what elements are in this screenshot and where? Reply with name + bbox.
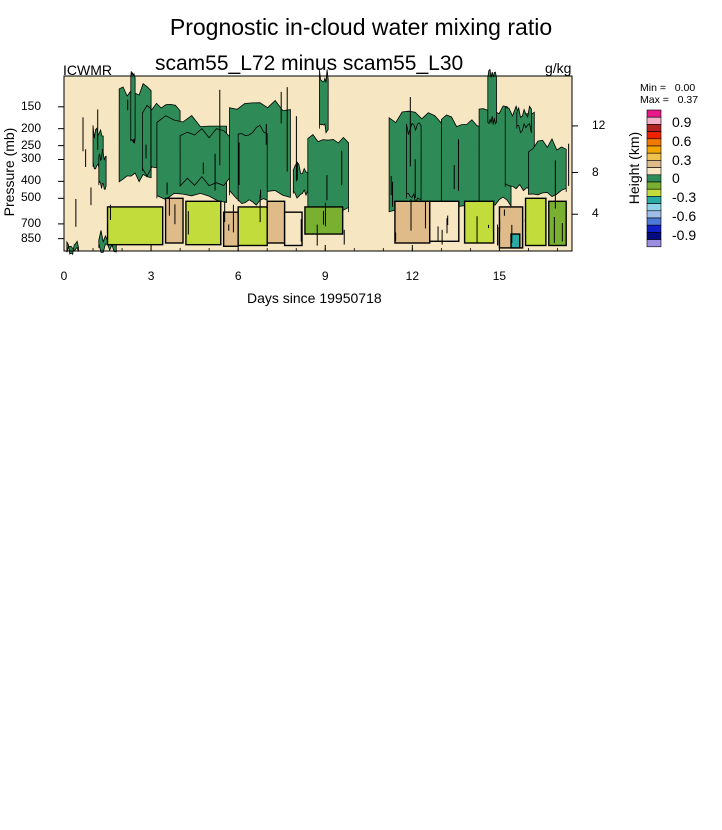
cloud-region — [528, 137, 567, 197]
colorbar-swatch — [646, 145, 662, 154]
lower-level-box — [185, 200, 222, 246]
colorbar-swatch — [646, 196, 662, 204]
cloud-region — [237, 124, 268, 206]
cloud-region — [406, 122, 422, 205]
colorbar-swatch — [646, 138, 662, 147]
colorbar-label: -0.6 — [672, 208, 697, 224]
x-tick-label: 0 — [60, 269, 68, 283]
plot-frame — [63, 75, 573, 252]
y-tick-label: 500 — [21, 190, 42, 205]
cloud-region — [487, 68, 497, 125]
colorbar-swatch — [646, 174, 662, 183]
y-tick-label: 700 — [21, 215, 42, 230]
lower-level-box — [237, 206, 268, 247]
colorbar-swatch — [646, 210, 662, 219]
cloud-region — [307, 134, 349, 215]
colorbar-swatch — [646, 167, 662, 176]
colorbar-label: 0.6 — [672, 132, 692, 149]
units-label: g/kg — [545, 60, 572, 76]
y-tick-label: 250 — [21, 137, 42, 152]
colorbar-swatch — [646, 203, 662, 212]
cloud-region — [130, 71, 136, 144]
colorbar-label: -0.3 — [672, 189, 697, 206]
colorbar-swatch — [646, 131, 662, 140]
colorbar-swatch — [646, 181, 662, 190]
chart-subtitle: scam55_L72 minus scam55_L30 — [155, 52, 464, 75]
x-tick-label: 3 — [147, 269, 155, 283]
x-axis-title: Days since 19950718 — [247, 290, 382, 306]
colorbar-swatch — [646, 188, 662, 197]
y-tick-label: 200 — [21, 120, 42, 135]
min-label: Min = 0.00 — [640, 82, 696, 94]
cloud-region — [98, 148, 107, 190]
min-max-readout: Min = 0.00 Max = 0.37 — [640, 82, 698, 106]
colorbar-label: 0.3 — [672, 151, 692, 168]
lower-level-box — [463, 200, 495, 244]
colorbar-swatch — [646, 109, 662, 118]
y-right-tick-label: 12 — [592, 117, 606, 132]
colorbar-swatch — [646, 124, 662, 132]
colorbar — [646, 109, 662, 248]
colorbar-swatch — [646, 232, 662, 240]
colorbar-swatch — [646, 152, 662, 161]
x-tick-label: 9 — [321, 269, 329, 283]
y-tick-label: 850 — [21, 230, 42, 245]
cloud-region — [516, 105, 532, 134]
y-tick-label: 400 — [21, 173, 42, 188]
x-tick-label: 15 — [492, 269, 507, 283]
colorbar-swatch — [646, 239, 662, 248]
colorbar-swatch — [646, 224, 662, 233]
lower-level-box — [164, 197, 184, 244]
colorbar-label: -0.9 — [672, 226, 697, 243]
lower-level-box — [394, 200, 431, 244]
colorbar-label: 0.9 — [672, 114, 692, 130]
lower-level-box — [429, 200, 460, 242]
x-tick-label: 12 — [405, 269, 420, 283]
variable-name-label: ICWMR — [63, 62, 112, 78]
colorbar-label: 0 — [672, 170, 680, 187]
y-right-tick-label: 8 — [592, 164, 599, 179]
cloud-region — [440, 114, 483, 211]
x-tick-label: 6 — [234, 269, 242, 283]
cloud-region — [319, 69, 329, 134]
y-right-tick-label: 4 — [592, 206, 599, 221]
colorbar-swatch — [646, 116, 662, 125]
lower-level-box — [548, 200, 567, 247]
lower-level-box — [510, 233, 521, 249]
lower-level-box — [524, 197, 547, 247]
lower-level-box — [266, 200, 286, 244]
lower-level-box — [106, 206, 164, 246]
y-tick-label: 300 — [21, 151, 42, 166]
chart-title: Prognostic in-cloud water mixing ratio — [169, 14, 553, 40]
max-label: Max = 0.37 — [640, 94, 699, 106]
y-tick-label: 150 — [21, 98, 42, 113]
colorbar-swatch — [646, 160, 662, 168]
lower-level-box — [222, 211, 239, 247]
colorbar-swatch — [646, 217, 662, 226]
lower-level-box — [283, 211, 303, 247]
